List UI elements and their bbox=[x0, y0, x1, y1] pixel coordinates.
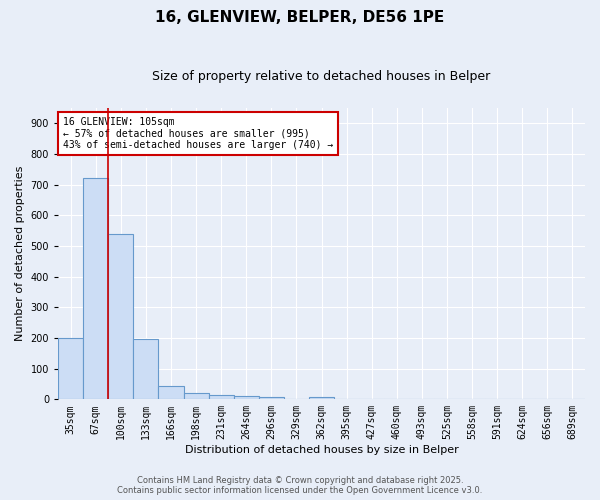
Bar bbox=[58, 338, 83, 400]
Bar bbox=[83, 178, 108, 400]
Y-axis label: Number of detached properties: Number of detached properties bbox=[15, 166, 25, 341]
Title: Size of property relative to detached houses in Belper: Size of property relative to detached ho… bbox=[152, 70, 491, 83]
Bar bbox=[259, 397, 284, 400]
Bar bbox=[209, 394, 234, 400]
X-axis label: Distribution of detached houses by size in Belper: Distribution of detached houses by size … bbox=[185, 445, 458, 455]
Bar bbox=[158, 386, 184, 400]
Bar bbox=[234, 396, 259, 400]
Text: 16 GLENVIEW: 105sqm
← 57% of detached houses are smaller (995)
43% of semi-detac: 16 GLENVIEW: 105sqm ← 57% of detached ho… bbox=[64, 116, 334, 150]
Text: 16, GLENVIEW, BELPER, DE56 1PE: 16, GLENVIEW, BELPER, DE56 1PE bbox=[155, 10, 445, 25]
Bar bbox=[184, 393, 209, 400]
Bar bbox=[108, 234, 133, 400]
Bar bbox=[133, 340, 158, 400]
Text: Contains HM Land Registry data © Crown copyright and database right 2025.
Contai: Contains HM Land Registry data © Crown c… bbox=[118, 476, 482, 495]
Bar bbox=[309, 397, 334, 400]
